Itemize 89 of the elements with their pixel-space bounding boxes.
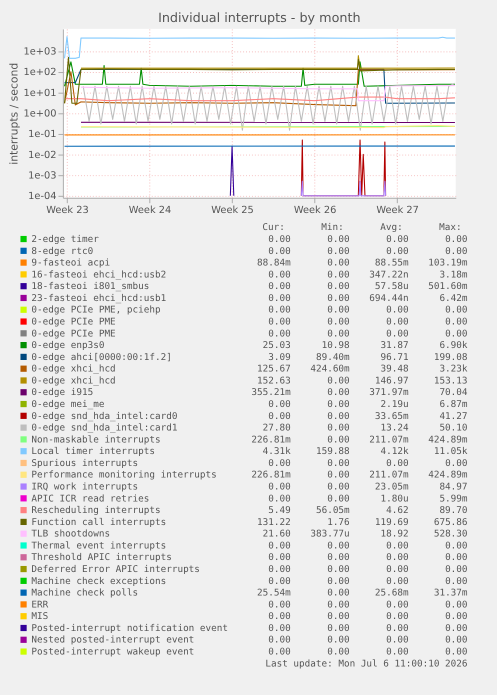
y-tick-label: 1e+03 — [23, 46, 56, 58]
legend-label: 0-edge PCIe PME — [31, 316, 116, 328]
x-tick-label: Week 26 — [294, 205, 336, 216]
y-tick-label: 1e+02 — [23, 67, 56, 78]
text: 3.09 89.40m 96.71 199.08 — [268, 352, 468, 363]
legend-label: Rescheduling interrupts — [31, 505, 161, 516]
legend-label: 0-edge xhci_hcd — [31, 364, 116, 375]
y-tick-label: 1e-01 — [28, 129, 56, 140]
legend-label: Machine check exceptions — [31, 576, 166, 587]
text: 25.54m 0.00 25.68m 31.37m — [257, 588, 468, 599]
text: 355.21m 0.00 371.97m 70.04 — [251, 387, 468, 398]
text: 0.00 0.00 0.00 0.00 — [268, 646, 468, 658]
text: 4.31k 159.88 4.12k 11.05k — [262, 446, 468, 458]
text: 0.00 0.00 0.00 0.00 — [268, 564, 468, 576]
y-tick-label: 1e-04 — [28, 191, 56, 202]
x-tick-label: Week 23 — [46, 205, 89, 216]
text: 0.00 0.00 23.05m 84.97 — [268, 482, 468, 492]
y-tick-label: 1e+01 — [23, 88, 56, 99]
legend-label: TLB shootdowns — [31, 528, 110, 540]
text: 0.00 0.00 694.44n 6.42m — [268, 292, 468, 304]
text: 25.03 10.98 31.87 6.90k — [262, 340, 468, 352]
text: 0.00 0.00 2.19u 6.87m — [268, 398, 468, 410]
x-tick-label: Week 24 — [128, 205, 172, 216]
legend-label: Local timer interrupts — [31, 446, 155, 458]
legend-label: 2-edge timer — [31, 234, 100, 245]
legend-label: Non-maskable interrupts — [31, 434, 161, 446]
legend-label: Posted-interrupt wakeup event — [31, 646, 194, 658]
legend-label: 0-edge i915 — [31, 387, 94, 398]
y-tick-label: 1e+00 — [23, 108, 56, 120]
text: 0.00 0.00 57.58u 501.60m — [268, 281, 468, 292]
legend-label: Machine check polls — [31, 588, 138, 599]
text: Cur: Min: Avg: Max: — [262, 222, 462, 234]
legend-label: APIC ICR read retries — [31, 493, 150, 504]
legend-label: Thermal event interrupts — [31, 540, 166, 552]
legend-label: 0-edge snd_hda_intel:card1 — [31, 422, 178, 434]
legend-label: 0-edge PCIe PME, pciehp — [31, 304, 161, 316]
text: 0.00 0.00 0.00 0.00 — [268, 540, 468, 552]
text: 0.00 0.00 33.65m 41.27 — [268, 410, 468, 422]
text: 226.81m 0.00 211.07m 424.89m — [251, 470, 468, 481]
y-tick-label: 1e-02 — [28, 150, 56, 161]
legend-label: Posted-interrupt notification event — [31, 622, 228, 634]
legend-label: MIS — [31, 611, 48, 622]
legend-label: 8-edge rtc0 — [31, 246, 94, 257]
text: 0.00 0.00 0.00 0.00 — [268, 634, 468, 646]
text: 0.00 0.00 0.00 0.00 — [268, 246, 468, 257]
x-tick-label: Week 25 — [211, 205, 254, 216]
text: 0.00 0.00 0.00 0.00 — [268, 304, 468, 316]
text: 226.81m 0.00 211.07m 424.89m — [251, 434, 468, 446]
text: 131.22 1.76 119.69 675.86 — [257, 516, 468, 528]
legend-label: 0-edge snd_hda_intel:card0 — [31, 410, 178, 422]
legend-label: 16-fasteoi ehci_hcd:usb2 — [31, 269, 166, 280]
text: 0.00 0.00 0.00 0.00 — [268, 576, 468, 587]
legend-label: Spurious interrupts — [31, 458, 138, 469]
chart-title: Individual interrupts - by month — [158, 10, 361, 26]
legend-label: 0-edge PCIe PME — [31, 328, 116, 340]
text: 125.67 424.60m 39.48 3.23k — [257, 364, 468, 375]
legend-label: 18-fasteoi i801_smbus — [31, 281, 150, 292]
legend-label: Threshold APIC interrupts — [31, 552, 172, 564]
text: 152.63 0.00 146.97 153.13 — [257, 375, 468, 386]
legend-label: 23-fasteoi ehci_hcd:usb1 — [31, 292, 166, 304]
y-axis-title: interrupts / second — [8, 62, 21, 165]
x-tick-label: Week 27 — [376, 205, 419, 216]
legend-label: ERR — [31, 599, 49, 610]
text: 0.00 0.00 0.00 0.00 — [268, 316, 468, 328]
text: 0.00 0.00 0.00 0.00 — [268, 458, 468, 469]
text: 5.49 56.05m 4.62 89.70 — [268, 505, 468, 516]
text: 27.80 0.00 13.24 50.10 — [262, 422, 468, 434]
legend-label: IRQ work interrupts — [31, 482, 138, 492]
text: 0.00 0.00 0.00 0.00 — [268, 234, 468, 245]
legend-label: 0-edge ahci[0000:00:1f.2] — [31, 352, 172, 363]
text: 0.00 0.00 0.00 0.00 — [268, 599, 468, 610]
text: 0.00 0.00 1.80u 5.99m — [268, 493, 468, 504]
text: 0.00 0.00 0.00 0.00 — [268, 611, 468, 622]
legend-label: Performance monitoring interrupts — [31, 470, 217, 481]
legend-label: Function call interrupts — [31, 516, 166, 528]
text: 0.00 0.00 0.00 0.00 — [268, 328, 468, 340]
text: 88.84m 0.00 88.55m 103.19m — [257, 258, 468, 269]
legend-label: Deferred Error APIC interrupts — [31, 564, 200, 576]
text: 0.00 0.00 347.22n 3.18m — [268, 269, 468, 280]
text: 0.00 0.00 0.00 0.00 — [268, 622, 468, 634]
y-tick-label: 1e-03 — [28, 170, 56, 182]
legend-label: 0-edge mei_me — [31, 398, 105, 410]
legend-label: 9-fasteoi acpi — [31, 258, 110, 269]
text: 21.60 383.77u 18.92 528.30 — [262, 528, 468, 540]
legend-label: 0-edge xhci_hcd — [31, 375, 116, 386]
text: 0.00 0.00 0.00 0.00 — [268, 552, 468, 564]
legend-label: Nested posted-interrupt event — [31, 634, 194, 646]
text: Last update: Mon Jul 6 11:00:10 2026 — [265, 658, 468, 670]
legend-label: 0-edge enp3s0 — [31, 340, 105, 352]
